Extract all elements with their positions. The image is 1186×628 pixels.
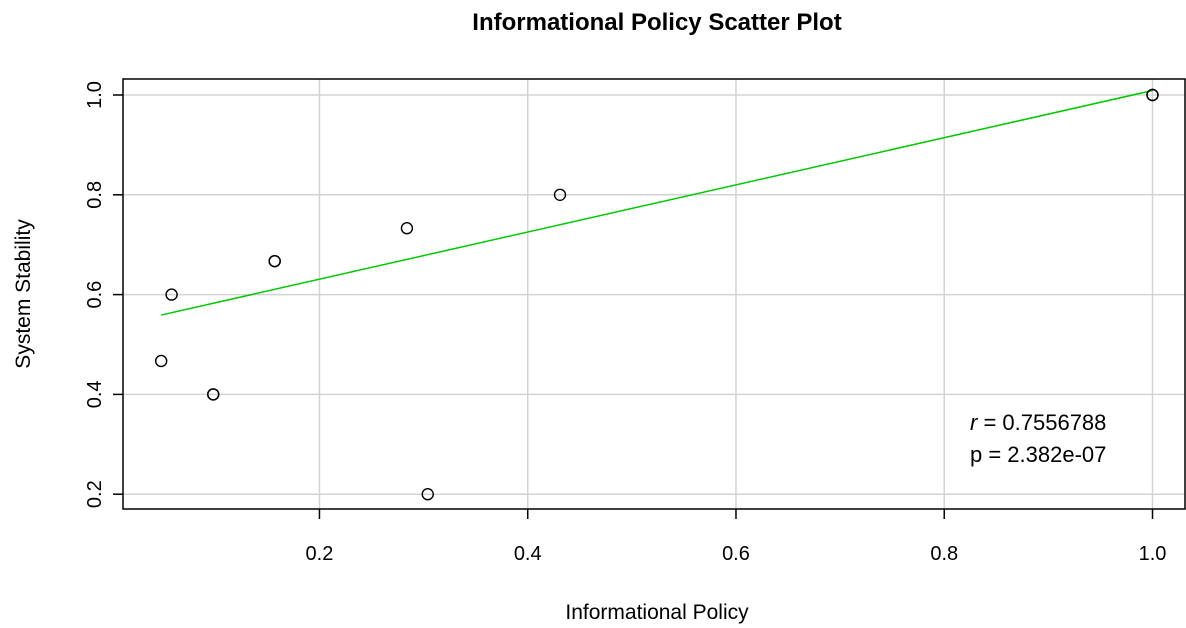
regression-line (161, 89, 1153, 316)
y-tick-label: 0.4 (84, 380, 106, 408)
y-tick-label: 1.0 (84, 81, 106, 109)
correlation-annotation: r = 0.7556788 (970, 410, 1106, 435)
data-point (154, 354, 168, 368)
x-axis: 0.2 0.4 0.6 0.8 1.0 (306, 509, 1167, 565)
data-point (400, 222, 414, 235)
data-point (1146, 88, 1159, 102)
data-point (421, 488, 434, 501)
p-value-annotation: p = 2.382e-07 (970, 442, 1106, 467)
x-tick-label: 0.4 (514, 543, 542, 565)
data-point (207, 388, 220, 401)
x-tick-label: 0.8 (930, 543, 958, 565)
x-tick-label: 0.6 (722, 543, 750, 565)
x-tick-label: 1.0 (1139, 543, 1167, 565)
r-value: = 0.7556788 (977, 410, 1106, 435)
data-points (154, 88, 1159, 501)
data-point (165, 288, 178, 301)
x-axis-label: Informational Policy (565, 601, 749, 624)
r-symbol: r (970, 410, 979, 435)
y-axis-label: System Stability (12, 219, 35, 369)
data-point (268, 254, 281, 268)
y-tick-label: 0.6 (84, 281, 106, 309)
y-axis: 0.2 0.4 0.6 0.8 1.0 (84, 81, 123, 508)
y-tick-label: 0.2 (84, 480, 106, 508)
grid-lines (123, 79, 1185, 509)
chart-title: Informational Policy Scatter Plot (472, 9, 841, 36)
y-tick-label: 0.8 (84, 181, 106, 209)
x-tick-label: 0.2 (306, 543, 334, 565)
data-point (553, 188, 567, 202)
